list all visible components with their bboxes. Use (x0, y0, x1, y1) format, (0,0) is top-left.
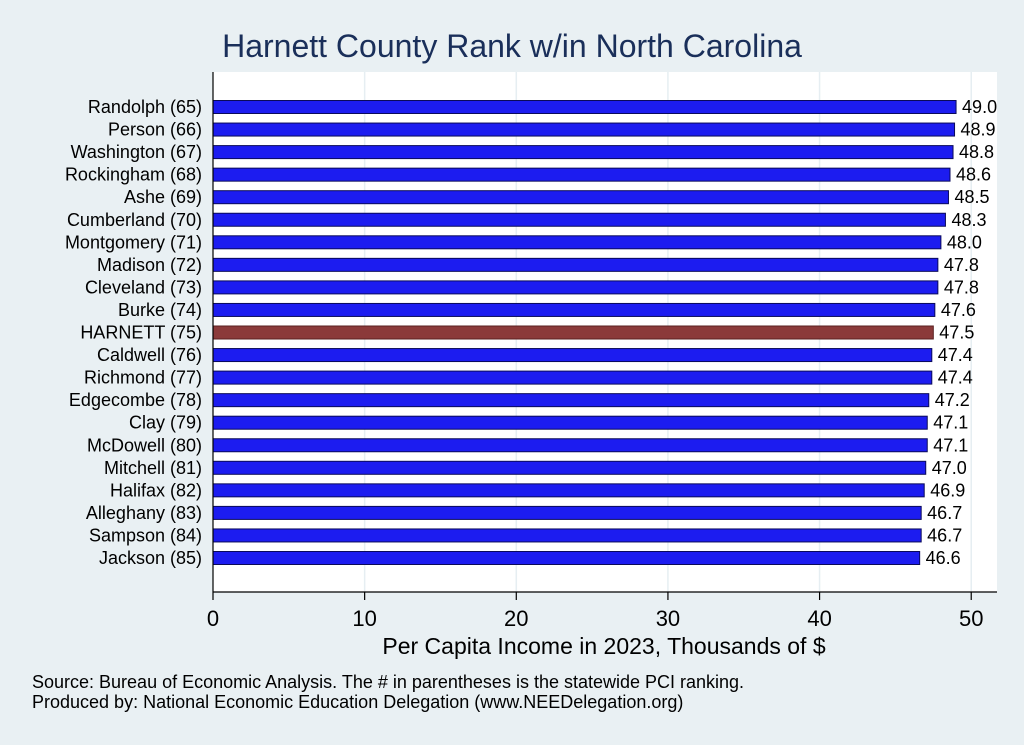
value-label: 47.0 (932, 458, 967, 478)
value-label: 48.9 (961, 120, 996, 140)
category-label: Mitchell (81) (104, 458, 202, 478)
bars (212, 100, 957, 565)
produced-by-note: Produced by: National Economic Education… (32, 692, 684, 712)
bar (212, 257, 939, 272)
bar (212, 100, 957, 114)
bar (212, 212, 946, 227)
bar (212, 122, 956, 137)
value-label: 46.6 (926, 548, 961, 568)
bar (212, 393, 930, 408)
x-tick-label: 0 (207, 606, 219, 631)
category-label: Caldwell (76) (97, 345, 202, 365)
category-label: Madison (72) (97, 255, 202, 275)
bar (212, 302, 936, 317)
category-label: McDowell (80) (87, 435, 202, 455)
value-label: 47.6 (941, 300, 976, 320)
value-label: 47.8 (944, 277, 979, 297)
value-label: 47.2 (935, 390, 970, 410)
value-label: 46.7 (927, 525, 962, 545)
value-label: 49.0 (962, 97, 997, 117)
value-label: 46.9 (930, 480, 965, 500)
category-label: HARNETT (75) (80, 323, 202, 343)
bar (212, 190, 949, 205)
value-label: 48.5 (954, 187, 989, 207)
value-label: 47.4 (938, 368, 973, 388)
category-label: Burke (74) (118, 300, 202, 320)
value-labels: 49.0 48.948.8 48.648.5 48.348.0 47.847.8 47.6… (926, 97, 997, 568)
value-label: 46.7 (927, 503, 962, 523)
bar (212, 370, 933, 385)
bar (212, 415, 928, 430)
source-note: Source: Bureau of Economic Analysis. The… (32, 672, 745, 692)
x-tick-label: 10 (352, 606, 376, 631)
value-label: 48.0 (947, 232, 982, 252)
x-tick-label: 20 (504, 606, 528, 631)
category-label: Person (66) (108, 120, 202, 140)
category-label: Cleveland (73) (85, 277, 202, 297)
bar (212, 145, 954, 160)
value-label: 48.8 (959, 142, 994, 162)
bar (212, 528, 922, 543)
axes (212, 72, 997, 593)
bar (212, 460, 927, 475)
value-label: 47.8 (944, 255, 979, 275)
x-tick-label: 30 (656, 606, 680, 631)
bar-highlight (212, 325, 934, 340)
chart-title: Harnett County Rank w/in North Carolina (222, 28, 802, 64)
value-label: 47.1 (933, 435, 968, 455)
bar (212, 167, 951, 182)
category-label: Edgecombe (78) (69, 390, 202, 410)
category-label: Jackson (85) (99, 548, 202, 568)
value-label: 47.4 (938, 345, 973, 365)
value-label: 47.1 (933, 413, 968, 433)
value-label: 48.3 (951, 210, 986, 230)
category-label: Alleghany (83) (86, 503, 202, 523)
bar (212, 235, 942, 250)
x-ticks: 0 10 20 30 40 50 (207, 592, 983, 631)
value-label: 48.6 (956, 165, 991, 185)
category-label: Washington (67) (71, 142, 202, 162)
category-label: Sampson (84) (89, 525, 202, 545)
value-label: 47.5 (939, 323, 974, 343)
category-labels: Randolph (65) Person (66)Washington (67) R… (65, 97, 202, 568)
category-label: Randolph (65) (88, 97, 202, 117)
bar (212, 505, 922, 520)
x-tick-label: 40 (807, 606, 831, 631)
bar (212, 280, 939, 295)
category-label: Richmond (77) (84, 368, 202, 388)
category-label: Clay (79) (129, 413, 202, 433)
category-label: Halifax (82) (110, 480, 202, 500)
category-label: Ashe (69) (124, 187, 202, 207)
x-axis-title: Per Capita Income in 2023, Thousands of … (382, 633, 826, 659)
bar (212, 348, 933, 363)
category-label: Montgomery (71) (65, 232, 202, 252)
bar (212, 483, 925, 498)
bar (212, 551, 921, 565)
category-label: Rockingham (68) (65, 165, 202, 185)
bar (212, 438, 928, 453)
x-tick-label: 50 (959, 606, 983, 631)
category-label: Cumberland (70) (67, 210, 202, 230)
